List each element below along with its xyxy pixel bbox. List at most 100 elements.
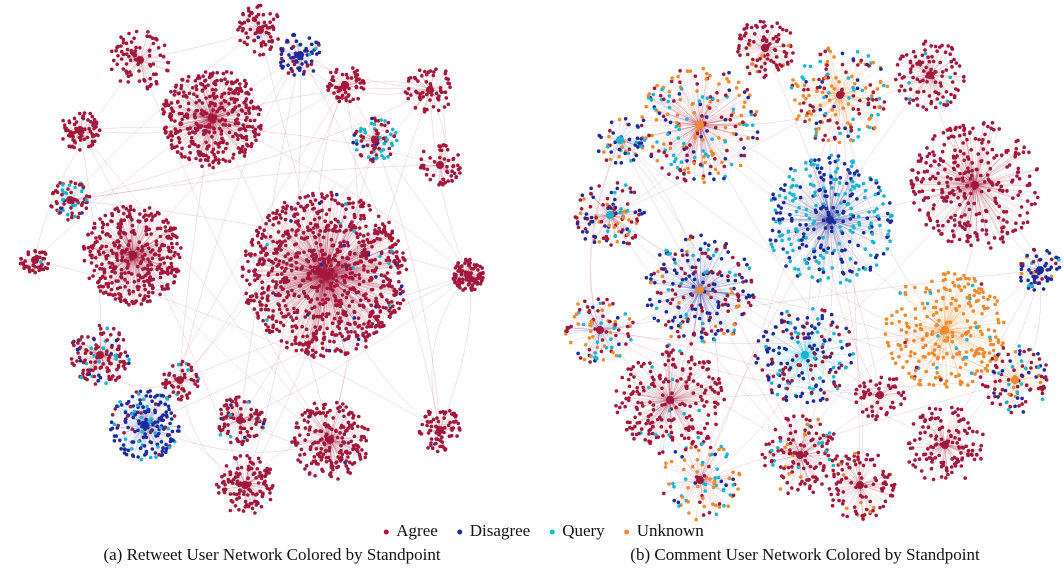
node [33, 249, 37, 253]
node [198, 153, 202, 157]
node [387, 234, 392, 238]
node [240, 109, 245, 113]
node [698, 163, 703, 167]
networks [18, 3, 1062, 522]
node [241, 509, 246, 513]
node [846, 121, 850, 125]
node [268, 47, 273, 51]
node [722, 331, 726, 336]
node [656, 318, 660, 323]
node [163, 229, 168, 233]
node [217, 485, 221, 489]
node [275, 14, 280, 19]
node [841, 219, 845, 224]
node [361, 239, 366, 244]
node [234, 118, 238, 123]
node [196, 144, 201, 148]
node [456, 167, 461, 172]
node [991, 348, 996, 353]
node [841, 209, 846, 214]
node [124, 41, 129, 46]
node [685, 258, 690, 263]
node [207, 75, 212, 80]
node [917, 208, 922, 212]
cluster [753, 307, 855, 405]
node [340, 264, 345, 268]
node [766, 363, 770, 367]
node [298, 42, 303, 47]
node [838, 339, 843, 344]
node [332, 91, 336, 95]
node [279, 311, 284, 315]
node [807, 266, 811, 271]
node [275, 251, 279, 255]
node [58, 181, 62, 185]
node [848, 257, 853, 261]
node [194, 100, 198, 105]
node [275, 327, 279, 332]
node [243, 150, 247, 155]
node [952, 192, 956, 197]
node [254, 503, 259, 507]
node [286, 252, 290, 256]
node [781, 329, 785, 334]
node [111, 251, 115, 255]
node [874, 97, 879, 102]
node [346, 94, 351, 98]
node [693, 134, 697, 138]
node [242, 400, 247, 404]
node [351, 97, 355, 102]
node [302, 452, 307, 457]
node [428, 177, 433, 182]
node [418, 97, 423, 102]
node [867, 226, 872, 230]
node [916, 159, 921, 163]
node [703, 241, 707, 246]
node [925, 301, 930, 306]
node [967, 277, 971, 281]
node [1017, 152, 1021, 156]
node [110, 213, 115, 218]
node [972, 201, 976, 206]
node [254, 14, 259, 19]
node [790, 379, 794, 383]
node [329, 220, 334, 225]
cluster [69, 323, 131, 386]
node [222, 424, 227, 429]
node [699, 233, 703, 238]
node [812, 343, 816, 348]
cluster [161, 359, 201, 402]
node [143, 243, 148, 248]
node [224, 464, 229, 468]
node [315, 265, 319, 270]
node [345, 240, 350, 245]
node [249, 99, 254, 103]
node [674, 124, 678, 129]
node [159, 267, 164, 272]
node [165, 267, 170, 271]
node [118, 438, 122, 443]
node [426, 431, 431, 435]
node [988, 338, 993, 343]
node [91, 226, 96, 230]
node [297, 66, 302, 70]
node [427, 412, 432, 417]
node [265, 215, 270, 219]
node [105, 366, 109, 370]
node [390, 284, 394, 289]
node [166, 60, 171, 65]
node [340, 93, 345, 98]
node [330, 197, 334, 201]
node [331, 416, 336, 420]
node [672, 268, 677, 273]
node [914, 323, 919, 328]
node [325, 223, 330, 228]
node [227, 159, 232, 163]
node [930, 332, 934, 337]
node [849, 206, 854, 211]
node [817, 158, 821, 162]
node [292, 73, 297, 77]
node [83, 358, 87, 363]
node [323, 293, 327, 297]
node [176, 385, 181, 389]
